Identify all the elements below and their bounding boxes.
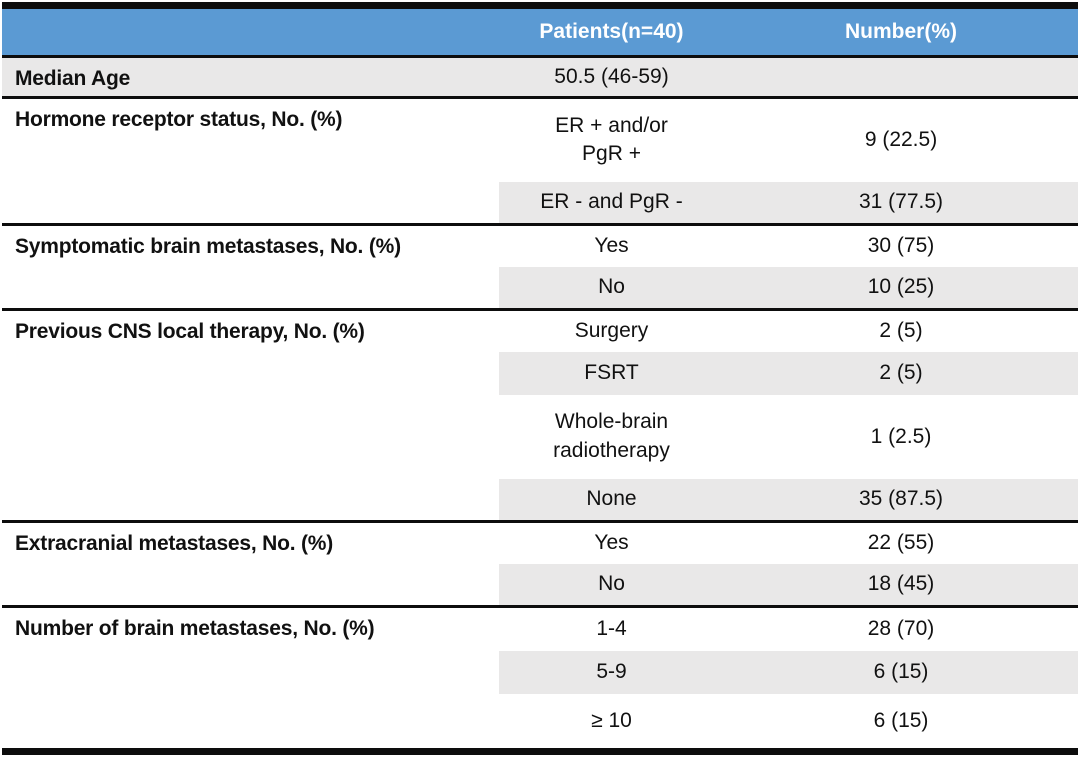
cell-symptomatic-no-number: 10 (25): [724, 266, 1078, 310]
cell-cns-wbrt-patients: Whole-brain radiotherapy: [553, 410, 670, 462]
row-label-symptomatic-brain-metastases: Symptomatic brain metastases, No. (%): [2, 223, 499, 310]
cell-cns-none-patients: None: [499, 478, 724, 522]
cell-median-age-patients: 50.5 (46-59): [499, 55, 724, 98]
cell-hormone-er-positive-patients: ER + and/or PgR +: [499, 96, 724, 182]
cell-extracranial-no-patients: No: [499, 563, 724, 607]
table-row: No 18 (45): [2, 563, 1078, 607]
cell-cns-wbrt-number: 1 (2.5): [870, 424, 932, 448]
row-label-previous-cns-local-therapy: Previous CNS local therapy, No. (%): [2, 308, 499, 522]
cell-cns-surgery-patients: Surgery: [499, 308, 724, 352]
table-row: 5-9 6 (15): [2, 650, 1078, 694]
table-row: Number of brain metastases, No. (%) 1-4 …: [2, 605, 1078, 752]
cell-cns-none-number: 35 (87.5): [724, 478, 1078, 522]
cell-symptomatic-no-patients: No: [499, 266, 724, 310]
table-row: None 35 (87.5): [2, 478, 1078, 522]
column-header-number: Number(%): [724, 5, 1078, 57]
row-label-number-of-brain-metastases: Number of brain metastases, No. (%): [2, 605, 499, 752]
cell-cns-surgery-number: 2 (5): [724, 308, 1078, 352]
cell-extracranial-no-number: 18 (45): [724, 563, 1078, 607]
row-label-extracranial-metastases: Extracranial metastases, No. (%): [2, 520, 499, 607]
cell-median-age-number: [724, 55, 1078, 98]
table-row: Symptomatic brain metastases, No. (%) Ye…: [2, 223, 1078, 310]
row-label-median-age: Median Age: [2, 55, 499, 98]
table-row: Extracranial metastases, No. (%) Yes 22 …: [2, 520, 1078, 607]
table-row: Hormone receptor status, No. (%) ER + an…: [2, 96, 1078, 225]
cell-cns-fsrt-patients: FSRT: [499, 351, 724, 395]
table-row: ≥ 10 6 (15): [2, 694, 1078, 752]
table-row: Previous CNS local therapy, No. (%) Surg…: [2, 308, 1078, 522]
cell-brainmets-5-9-number: 6 (15): [724, 650, 1078, 694]
cell-extracranial-yes-number: 22 (55): [724, 520, 1078, 564]
cell-brainmets-5-9-patients: 5-9: [499, 650, 724, 694]
column-header-category: [2, 5, 499, 57]
cell-brainmets-10plus-number: 6 (15): [873, 708, 929, 732]
table-row: No 10 (25): [2, 266, 1078, 310]
cell-hormone-er-negative-number: 31 (77.5): [724, 181, 1078, 225]
cell-brainmets-10plus-patients: ≥ 10: [591, 708, 632, 732]
table-row: FSRT 2 (5): [2, 351, 1078, 395]
cell-brainmets-1-4-patients: 1-4: [499, 605, 724, 651]
table-row-median-age: Median Age 50.5 (46-59): [2, 55, 1078, 98]
table-row: ER - and PgR - 31 (77.5): [2, 181, 1078, 225]
cell-hormone-er-positive-number: 9 (22.5): [724, 96, 1078, 182]
patient-characteristics-table: Patients(n=40) Number(%) Median Age 50.5…: [2, 2, 1078, 755]
row-label-hormone-receptor-status: Hormone receptor status, No. (%): [2, 96, 499, 225]
table-header-row: Patients(n=40) Number(%): [2, 5, 1078, 57]
cell-hormone-er-negative-patients: ER - and PgR -: [499, 181, 724, 225]
table-row: Whole-brain radiotherapy 1 (2.5): [2, 395, 1078, 479]
cell-cns-fsrt-number: 2 (5): [724, 351, 1078, 395]
cell-brainmets-1-4-number: 28 (70): [724, 605, 1078, 651]
cell-symptomatic-yes-patients: Yes: [499, 223, 724, 267]
column-header-patients: Patients(n=40): [499, 5, 724, 57]
cell-extracranial-yes-patients: Yes: [499, 520, 724, 564]
cell-symptomatic-yes-number: 30 (75): [724, 223, 1078, 267]
